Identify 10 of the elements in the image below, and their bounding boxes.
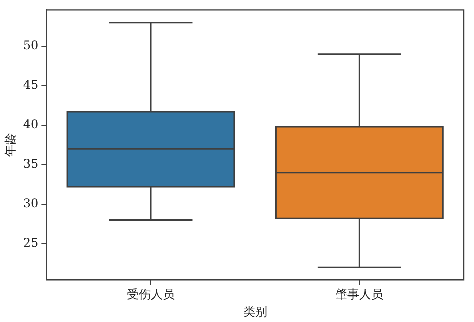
x-axis-title: 类别 (243, 304, 268, 319)
y-axis-title: 年龄 (3, 133, 18, 158)
y-tick-label: 25 (23, 236, 39, 250)
y-tick-label: 40 (23, 118, 39, 132)
x-tick-label: 受伤人员 (127, 288, 175, 302)
y-tick-label: 50 (23, 38, 39, 53)
y-tick-label: 35 (23, 157, 39, 172)
y-tick-label: 45 (23, 78, 39, 92)
x-tick-label: 肇事人员 (336, 288, 384, 302)
y-tick-label: 30 (23, 196, 39, 211)
